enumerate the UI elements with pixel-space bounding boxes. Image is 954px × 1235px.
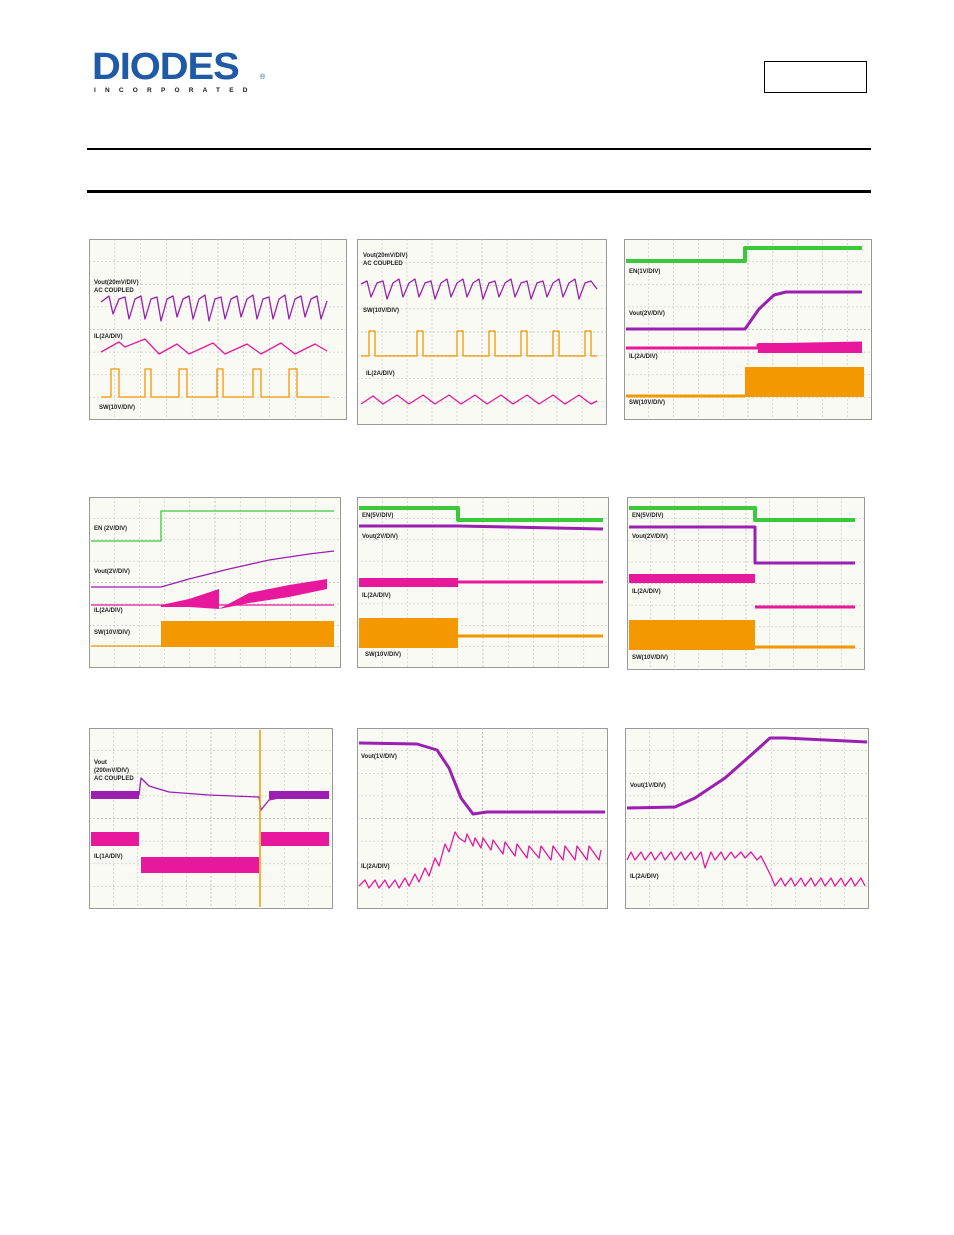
scope-2-label-coupling: AC COUPLED [363, 261, 403, 267]
scope-3-en-trace [626, 246, 862, 263]
scope-9-grid [625, 728, 869, 909]
scope-7-grid [89, 728, 333, 909]
scope-6-il-switching-band [629, 574, 755, 583]
scope-8-label-vout: Vout(1V/DIV) [361, 754, 397, 760]
scope-screenshot-8: Vout(1V/DIV) IL(2A/DIV) [357, 728, 608, 909]
scope-screenshot-2: Vout(20mV/DIV) AC COUPLED SW(10V/DIV) IL… [357, 239, 607, 425]
scope-3-vout-trace [626, 290, 862, 331]
scope-7-il-pre-step-band [91, 832, 139, 846]
scope-5-label-en: EN(5V/DIV) [362, 513, 394, 519]
scope-screenshot-3: EN(1V/DIV) Vout(2V/DIV) IL(2A/DIV) SW(10… [624, 239, 872, 420]
scope-7-label-scale: (200mV/DIV) [94, 768, 130, 774]
scope-9-waveforms [625, 728, 869, 909]
scope-2-waveforms [357, 239, 607, 425]
scope-8-label-il: IL(2A/DIV) [361, 864, 390, 870]
scope-4-waveforms [89, 497, 341, 668]
scope-8-vout-trace [358, 741, 605, 816]
scope-2-sw-trace [361, 330, 597, 357]
scope-3-sw-switching-band [745, 367, 864, 397]
scope-9-vout-trace [626, 736, 868, 810]
scope-6-vout-trace [629, 525, 855, 565]
scope-1-label-il: IL(2A/DIV) [94, 334, 123, 340]
scope-8-waveforms [357, 728, 608, 909]
scope-3-il-switching-band [758, 343, 862, 353]
scope-5-sw-switching-band [359, 618, 458, 648]
scope-screenshot-6: EN(5V/DIV) Vout(2V/DIV) IL(2A/DIV) SW(10… [627, 497, 865, 670]
scope-6-label-il: IL(2A/DIV) [632, 589, 661, 595]
scope-3-label-sw: SW(10V/DIV) [629, 400, 666, 406]
scope-2-label-sw: SW(10V/DIV) [363, 308, 400, 314]
scope-2-vout-trace [360, 278, 598, 300]
scope-1-il-trace [100, 338, 328, 355]
header-rule-top [87, 148, 871, 150]
scope-4-il-switching-band [161, 579, 327, 609]
scope-6-waveforms [627, 497, 865, 670]
scope-7-label-il: IL(1A/DIV) [94, 854, 123, 860]
scope-screenshot-7: Vout (200mV/DIV) AC COUPLED IL(1A/DIV) [89, 728, 333, 909]
scope-4-sw-switching-band [161, 621, 334, 647]
scope-1-label-coupling: AC COUPLED [94, 288, 134, 294]
logo-subtext: INCORPORATED [94, 87, 257, 94]
scope-6-label-vout: Vout(2V/DIV) [632, 534, 668, 540]
scope-4-vout-trace [91, 550, 335, 588]
scope-3-label-il: IL(2A/DIV) [629, 354, 658, 360]
scope-6-en-trace [629, 506, 855, 522]
scope-8-il-trace [358, 831, 602, 889]
scope-7-vout-noise-band-right [269, 791, 329, 799]
scope-3-waveforms [624, 239, 872, 420]
scope-1-label-sw: SW(10V/DIV) [99, 405, 136, 411]
scope-6-label-en: EN(5V/DIV) [632, 513, 664, 519]
header-rule-bottom [87, 190, 871, 193]
scope-6-label-sw: SW(10V/DIV) [632, 655, 669, 661]
diodes-logo: DIODES ® INCORPORATED [92, 48, 267, 96]
scope-5-label-il: IL(2A/DIV) [362, 593, 391, 599]
scope-3-label-en: EN(1V/DIV) [629, 269, 661, 275]
scope-1-waveforms [89, 239, 347, 420]
scope-screenshot-1: Vout(20mV/DIV) AC COUPLED IL(2A/DIV) SW(… [89, 239, 347, 420]
scope-9-label-il: IL(2A/DIV) [630, 874, 659, 880]
logo-wordmark: DIODES [92, 46, 240, 88]
scope-7-waveforms [89, 728, 333, 909]
scope-4-label-vout: Vout(2V/DIV) [94, 569, 130, 575]
scope-4-label-sw: SW(10V/DIV) [94, 630, 131, 636]
scope-2-il-trace [360, 394, 598, 405]
scope-4-en-trace [91, 510, 334, 542]
scope-1-label-vout: Vout(20mV/DIV) [94, 280, 139, 286]
part-number-box [764, 61, 867, 93]
scope-7-il-load-step-band [141, 857, 259, 873]
scope-6-sw-switching-band [629, 620, 755, 650]
scope-5-label-sw: SW(10V/DIV) [365, 652, 402, 658]
scope-5-waveforms [357, 497, 609, 668]
scope-5-label-vout: Vout(2V/DIV) [362, 534, 398, 540]
scope-4-label-en: EN (2V/DIV) [94, 526, 128, 532]
scope-9-label-vout: Vout(1V/DIV) [630, 783, 666, 789]
scope-screenshot-5: EN(5V/DIV) Vout(2V/DIV) IL(2A/DIV) SW(10… [357, 497, 609, 668]
scope-1-vout-trace [100, 294, 328, 322]
scope-3-label-vout: Vout(2V/DIV) [629, 311, 665, 317]
scope-5-il-switching-band [359, 578, 458, 587]
scope-9-il-trace [626, 851, 866, 887]
scope-7-il-post-step-band [261, 832, 329, 846]
scope-5-en-trace [359, 506, 603, 522]
scope-1-grid [89, 239, 347, 420]
scope-screenshot-4: EN (2V/DIV) Vout(2V/DIV) IL(2A/DIV) SW(1… [89, 497, 341, 668]
scope-2-label-vout: Vout(20mV/DIV) [363, 253, 408, 259]
scope-7-label-coupling: AC COUPLED [94, 776, 134, 782]
scope-4-label-il: IL(2A/DIV) [94, 608, 123, 614]
logo-registered-mark: ® [260, 74, 266, 81]
scope-1-sw-trace [101, 368, 329, 398]
scope-screenshot-9: Vout(1V/DIV) IL(2A/DIV) [625, 728, 869, 909]
scope-7-label-vout: Vout [94, 760, 107, 766]
scope-5-vout-trace [359, 524, 604, 531]
scope-2-label-il: IL(2A/DIV) [366, 371, 395, 377]
